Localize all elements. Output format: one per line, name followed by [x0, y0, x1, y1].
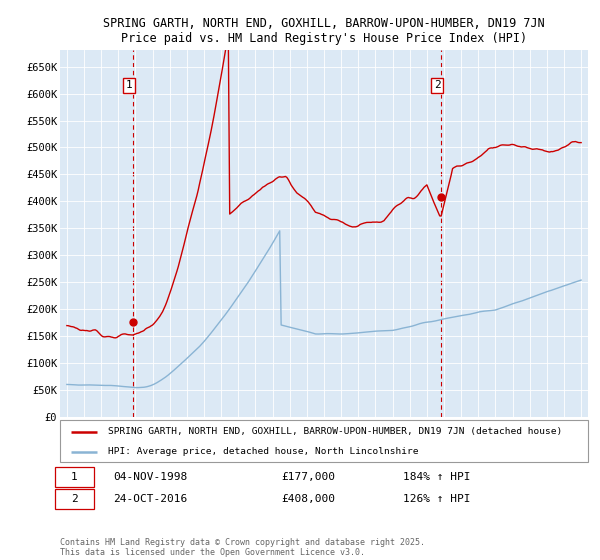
Text: SPRING GARTH, NORTH END, GOXHILL, BARROW-UPON-HUMBER, DN19 7JN (detached house): SPRING GARTH, NORTH END, GOXHILL, BARROW…	[107, 427, 562, 436]
Text: 2: 2	[71, 494, 77, 504]
Text: 1: 1	[71, 472, 77, 482]
Text: £177,000: £177,000	[282, 472, 336, 482]
Text: 24-OCT-2016: 24-OCT-2016	[113, 494, 187, 504]
FancyBboxPatch shape	[60, 420, 588, 462]
Title: SPRING GARTH, NORTH END, GOXHILL, BARROW-UPON-HUMBER, DN19 7JN
Price paid vs. HM: SPRING GARTH, NORTH END, GOXHILL, BARROW…	[103, 17, 545, 45]
FancyBboxPatch shape	[55, 489, 94, 509]
Text: 2: 2	[434, 81, 440, 91]
Text: 184% ↑ HPI: 184% ↑ HPI	[403, 472, 471, 482]
Text: 1: 1	[126, 81, 133, 91]
Text: HPI: Average price, detached house, North Lincolnshire: HPI: Average price, detached house, Nort…	[107, 447, 418, 456]
Text: 04-NOV-1998: 04-NOV-1998	[113, 472, 187, 482]
Text: 126% ↑ HPI: 126% ↑ HPI	[403, 494, 471, 504]
Text: Contains HM Land Registry data © Crown copyright and database right 2025.
This d: Contains HM Land Registry data © Crown c…	[60, 538, 425, 557]
FancyBboxPatch shape	[55, 466, 94, 487]
Text: £408,000: £408,000	[282, 494, 336, 504]
